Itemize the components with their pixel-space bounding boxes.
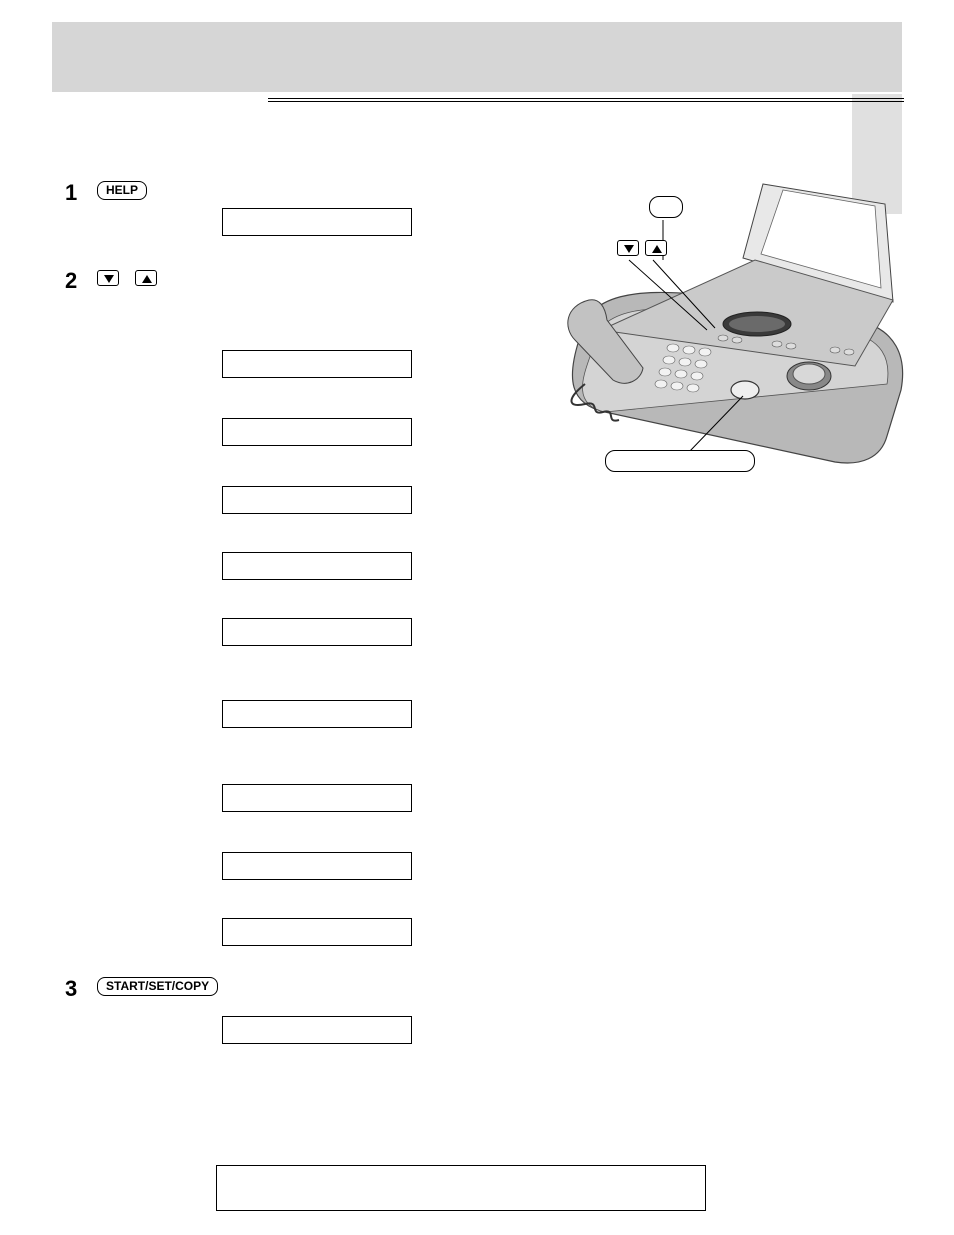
step-text: START/SET/COPY [97,976,485,996]
step-number: 2 [65,268,97,294]
step-body [97,268,485,962]
callout-help-label [649,196,683,218]
step-text: HELP [97,180,485,200]
note-box [216,1165,706,1211]
step-text [97,268,485,286]
steps-column: 1 HELP 2 [65,180,485,1080]
page-root: 1 HELP 2 [0,0,954,1235]
down-arrow-callout-icon [617,240,639,256]
callout-start-set-copy-label [605,450,755,472]
down-arrow-button[interactable] [97,270,119,286]
lcd-display-8 [222,784,412,812]
lcd-display-1 [222,208,412,236]
step-number: 3 [65,976,97,1002]
lcd-display-9 [222,852,412,880]
fax-illustration [545,180,915,500]
step-number: 1 [65,180,97,206]
step-1: 1 HELP [65,180,485,252]
header-bar [52,22,902,92]
lcd-display-10 [222,918,412,946]
step-3: 3 START/SET/COPY [65,976,485,1060]
step-body: START/SET/COPY [97,976,485,1060]
up-arrow-button[interactable] [135,270,157,286]
lcd-display-2 [222,350,412,378]
up-arrow-callout-icon [645,240,667,256]
lcd-display-11 [222,1016,412,1044]
lcd-display-7 [222,700,412,728]
step-body: HELP [97,180,485,252]
lcd-display-3 [222,418,412,446]
lcd-display-5 [222,552,412,580]
section-rule [268,98,904,106]
start-set-copy-button-label[interactable]: START/SET/COPY [97,977,218,997]
help-button-label[interactable]: HELP [97,181,147,201]
lcd-display-4 [222,486,412,514]
step-2: 2 [65,268,485,962]
lcd-display-6 [222,618,412,646]
